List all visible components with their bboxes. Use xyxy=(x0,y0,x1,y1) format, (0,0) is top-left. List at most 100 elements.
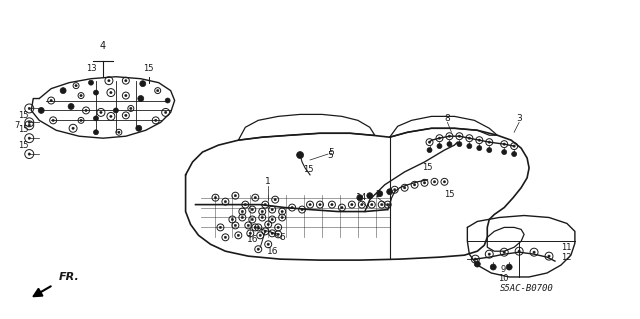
Circle shape xyxy=(109,92,112,94)
Circle shape xyxy=(437,144,442,149)
Text: 4: 4 xyxy=(100,41,106,51)
Circle shape xyxy=(28,124,31,127)
Circle shape xyxy=(38,108,44,114)
Circle shape xyxy=(427,148,432,152)
Text: 8: 8 xyxy=(445,114,451,123)
Circle shape xyxy=(140,81,146,87)
Circle shape xyxy=(257,248,259,250)
Circle shape xyxy=(241,216,244,219)
Circle shape xyxy=(468,137,470,139)
Circle shape xyxy=(264,204,266,206)
Circle shape xyxy=(75,85,77,87)
Circle shape xyxy=(247,224,250,226)
Circle shape xyxy=(367,193,372,199)
Circle shape xyxy=(502,150,507,154)
Circle shape xyxy=(281,210,284,213)
Text: 16: 16 xyxy=(266,247,278,256)
Circle shape xyxy=(93,116,99,121)
Text: 13: 13 xyxy=(86,64,97,73)
Circle shape xyxy=(474,258,477,260)
Circle shape xyxy=(244,204,246,206)
Circle shape xyxy=(113,108,118,113)
Circle shape xyxy=(503,143,506,145)
Circle shape xyxy=(85,109,87,112)
Text: 11: 11 xyxy=(561,243,572,252)
Circle shape xyxy=(267,223,269,226)
Circle shape xyxy=(261,216,264,219)
Circle shape xyxy=(444,181,445,183)
Circle shape xyxy=(108,79,110,82)
Circle shape xyxy=(125,79,127,82)
Circle shape xyxy=(331,204,333,206)
Circle shape xyxy=(267,243,269,245)
Circle shape xyxy=(154,119,157,122)
Text: 15: 15 xyxy=(18,141,29,150)
Circle shape xyxy=(259,234,262,236)
Circle shape xyxy=(487,148,492,152)
Circle shape xyxy=(387,189,393,195)
Circle shape xyxy=(80,94,82,97)
Circle shape xyxy=(433,181,436,183)
Circle shape xyxy=(394,189,396,191)
Circle shape xyxy=(28,121,31,123)
Circle shape xyxy=(513,145,515,147)
Text: 15: 15 xyxy=(422,163,433,173)
Circle shape xyxy=(488,141,490,143)
Circle shape xyxy=(518,250,520,252)
Circle shape xyxy=(50,99,52,102)
Circle shape xyxy=(214,197,217,199)
Circle shape xyxy=(68,103,74,109)
Text: 15: 15 xyxy=(444,190,454,199)
Text: 16: 16 xyxy=(246,235,258,244)
Text: 1: 1 xyxy=(266,177,271,186)
Circle shape xyxy=(351,204,353,206)
Circle shape xyxy=(506,264,512,270)
Text: FR.: FR. xyxy=(59,272,80,282)
Circle shape xyxy=(458,135,461,137)
Circle shape xyxy=(125,94,127,97)
Circle shape xyxy=(224,236,227,239)
Circle shape xyxy=(254,197,257,199)
Circle shape xyxy=(28,137,31,139)
Circle shape xyxy=(291,206,293,209)
Circle shape xyxy=(93,90,99,95)
Circle shape xyxy=(254,226,257,229)
Circle shape xyxy=(100,111,102,114)
Circle shape xyxy=(249,232,252,234)
Circle shape xyxy=(165,98,170,103)
Text: 15: 15 xyxy=(18,111,29,120)
Circle shape xyxy=(488,253,490,255)
Circle shape xyxy=(511,152,516,157)
Text: 10: 10 xyxy=(498,274,508,284)
Circle shape xyxy=(477,145,482,151)
Circle shape xyxy=(234,195,237,197)
Circle shape xyxy=(438,137,441,139)
Circle shape xyxy=(130,107,132,110)
Circle shape xyxy=(377,191,383,197)
Circle shape xyxy=(125,114,127,116)
Circle shape xyxy=(136,125,142,131)
Circle shape xyxy=(257,226,259,229)
Circle shape xyxy=(371,204,373,206)
Text: 15: 15 xyxy=(18,125,29,134)
Circle shape xyxy=(234,224,237,226)
Circle shape xyxy=(474,261,480,267)
Circle shape xyxy=(52,119,54,122)
Circle shape xyxy=(548,255,550,257)
Circle shape xyxy=(88,80,93,85)
Circle shape xyxy=(467,144,472,149)
Circle shape xyxy=(271,232,273,234)
Circle shape xyxy=(490,264,496,270)
Text: 2: 2 xyxy=(375,190,381,199)
Circle shape xyxy=(93,130,99,135)
Circle shape xyxy=(261,210,264,213)
Circle shape xyxy=(164,111,167,114)
Circle shape xyxy=(381,204,383,206)
Text: 6: 6 xyxy=(279,233,285,242)
Circle shape xyxy=(360,204,363,206)
Circle shape xyxy=(28,107,31,110)
Circle shape xyxy=(60,88,66,93)
Circle shape xyxy=(503,251,506,253)
Circle shape xyxy=(340,206,343,209)
Circle shape xyxy=(281,216,284,219)
